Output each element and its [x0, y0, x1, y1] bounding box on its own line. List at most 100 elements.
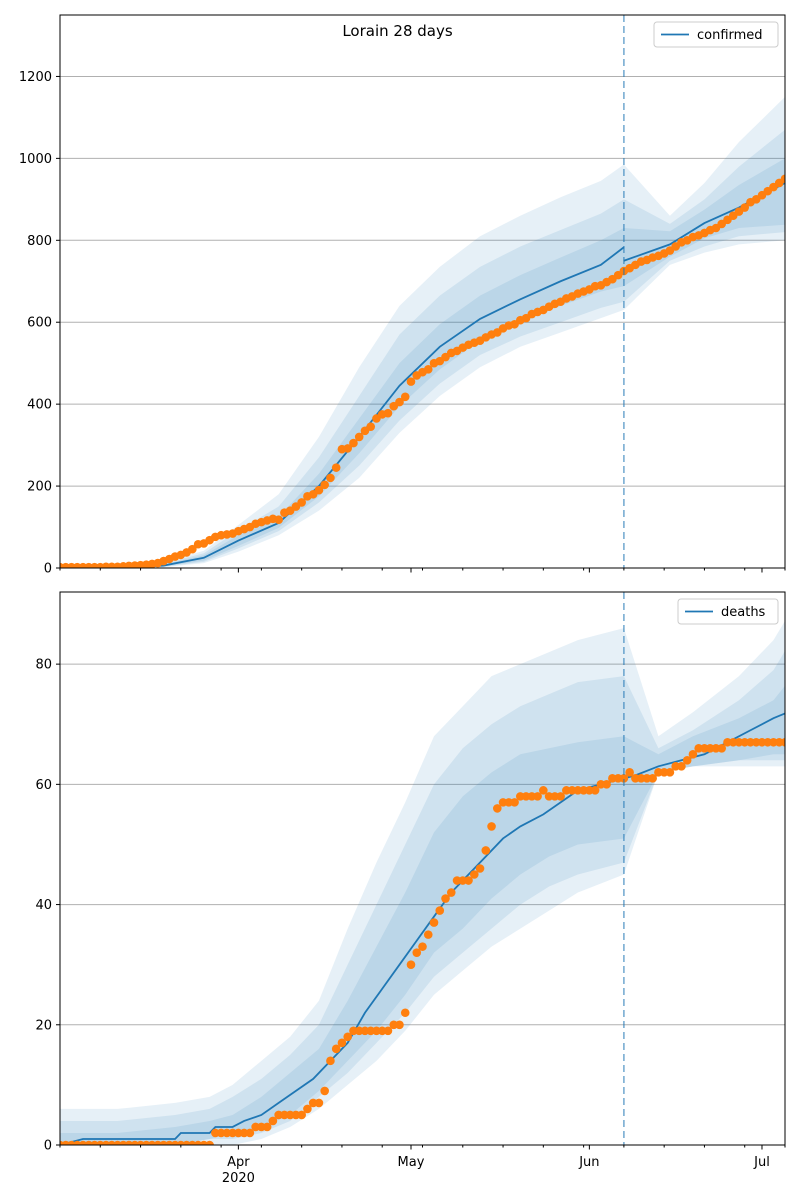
deaths-observed-point [625, 768, 634, 777]
deaths-observed-point [245, 1128, 255, 1138]
deaths-observed-point [383, 1026, 393, 1036]
confirmed-observed-point [343, 444, 352, 453]
deaths-legend: deaths [677, 598, 779, 625]
deaths-y-tick-label: 40 [35, 898, 52, 913]
deaths-observed-point [435, 906, 445, 915]
deaths-observed-point [665, 768, 675, 777]
deaths-observed-point [297, 1110, 306, 1120]
deaths-observed-point [446, 888, 456, 897]
deaths-observed-point [688, 749, 698, 759]
confirmed-observed-point [314, 485, 324, 495]
deaths-legend-box [677, 598, 779, 625]
confirmed-observed-point [349, 438, 358, 448]
deaths-legend-label: deaths [721, 605, 766, 620]
confirmed-legend-box [653, 21, 779, 48]
confirmed-observed-point [395, 397, 404, 407]
deaths-observed-point [412, 948, 422, 957]
deaths-y-tick-label: 0 [44, 1139, 52, 1154]
confirmed-observed-point [786, 170, 795, 179]
deaths-observed-point [602, 780, 611, 789]
deaths-x-tick-label: Apr [227, 1155, 250, 1170]
deaths-observed-point [262, 1122, 272, 1132]
confirmed-observed-point [188, 544, 197, 554]
deaths-observed-point [481, 846, 491, 855]
deaths-observed-point [429, 918, 439, 927]
confirmed-legend-label: confirmed [697, 28, 763, 43]
deaths-uncertainty-band-3 [60, 685, 785, 1145]
confirmed-y-tick-label: 0 [44, 562, 52, 577]
confirmed-uncertainty-band-1 [60, 96, 785, 568]
confirmed-observed-point [740, 203, 750, 212]
deaths-observed-point [619, 774, 629, 783]
deaths-observed-point [406, 960, 416, 969]
deaths-x-tick-label: Jul [753, 1155, 770, 1170]
confirmed-observed-point [383, 408, 393, 418]
deaths-uncertainty-band-1 [60, 620, 785, 1145]
deaths-observed-point [395, 1020, 404, 1030]
confirmed-forecast-line [623, 178, 785, 262]
deaths-observed-point [717, 743, 727, 753]
deaths-y-tick-label: 80 [35, 658, 52, 673]
deaths-observed-point [590, 786, 600, 795]
confirmed-panel: 0 200 400 600 800 1000 1200 Lorain 28 days confi… [19, 14, 800, 577]
deaths-observed-point [682, 756, 692, 765]
deaths-observed-point [648, 774, 657, 783]
confirmed-observed-point [331, 463, 341, 472]
confirmed-observed-point [406, 377, 416, 386]
confirmed-y-tick-label: 200 [27, 480, 52, 495]
deaths-y-tick-label: 60 [35, 778, 52, 793]
deaths-observed-point [418, 942, 427, 951]
deaths-observed-point [423, 930, 433, 939]
deaths-observed-point [268, 1116, 278, 1126]
deaths-x-tick-label: Jun [578, 1155, 599, 1170]
deaths-observed-point [331, 1044, 341, 1054]
deaths-observed-point [464, 876, 473, 885]
deaths-observed-point [493, 804, 502, 813]
deaths-observed-point [510, 798, 519, 807]
confirmed-observed-point [354, 432, 364, 442]
deaths-observed-point [303, 1104, 312, 1114]
deaths-observed-point [556, 792, 565, 801]
deaths-observed-point [786, 738, 795, 747]
deaths-x-year-label: 2020 [222, 1171, 255, 1186]
deaths-observed-point [539, 786, 548, 795]
deaths-observed-point [475, 864, 485, 873]
confirmed-observed-point [792, 170, 800, 179]
confirmed-y-tick-label: 800 [27, 234, 52, 249]
deaths-observed-point [314, 1098, 324, 1108]
confirmed-observed-point [366, 422, 376, 431]
confirmed-uncertainty-band-2 [60, 129, 785, 568]
confirmed-observed-point [780, 174, 785, 184]
deaths-y-tick-label: 20 [35, 1018, 52, 1033]
deaths-observed-point [469, 870, 479, 879]
deaths-model-line [60, 777, 625, 1145]
deaths-observed-point [343, 1032, 352, 1042]
deaths-observed-point [337, 1038, 347, 1048]
deaths-observed-point [677, 762, 686, 771]
deaths-observed-point [326, 1056, 335, 1066]
confirmed-y-tick-label: 1000 [19, 152, 52, 167]
confirmed-y-tick-label: 600 [27, 316, 52, 331]
confirmed-legend: confirmed [653, 21, 779, 48]
confirmed-chart-title: Lorain 28 days [342, 22, 453, 40]
deaths-observed-point [441, 894, 450, 903]
confirmed-observed-point [297, 498, 306, 507]
confirmed-y-tick-label: 1200 [19, 70, 52, 85]
confirmed-observed-point [400, 392, 410, 402]
deaths-observed-point [205, 1140, 214, 1145]
deaths-observed-point [320, 1086, 329, 1096]
deaths-observed-point [533, 792, 542, 801]
deaths-observed-point [780, 737, 785, 747]
confirmed-observed-point [423, 365, 433, 374]
deaths-x-tick-label: May [398, 1155, 425, 1170]
confirmed-y-tick-label: 400 [27, 398, 52, 413]
deaths-forecast-line [623, 712, 785, 780]
confirmed-observed-point [320, 480, 329, 490]
confirmed-observed-point [274, 515, 283, 524]
deaths-observed-point [400, 1008, 410, 1018]
deaths-uncertainty-band-2 [60, 650, 785, 1145]
deaths-observed-point [487, 822, 496, 831]
confirmed-observed-point [326, 473, 335, 483]
